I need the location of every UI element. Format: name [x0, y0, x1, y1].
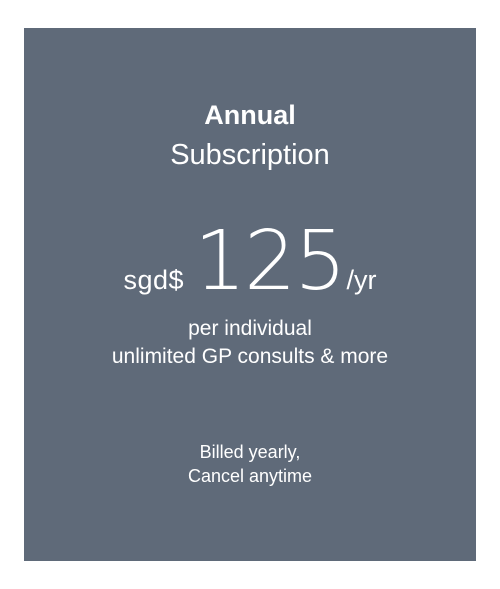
price-currency: sgd$ — [123, 265, 185, 295]
billing-terms: Billed yearly, Cancel anytime — [24, 440, 476, 488]
description-line-2: unlimited GP consults & more — [111, 345, 389, 368]
price-amount: 125 — [194, 214, 347, 309]
plan-name: Annual — [204, 100, 296, 130]
subscription-card: Annual Subscription sgd$ 125 /yr per ind… — [24, 28, 476, 561]
price-period: /yr — [346, 265, 377, 295]
price-row: sgd$ 125 /yr — [24, 220, 476, 310]
plan-description: per individual unlimited GP consults & m… — [24, 315, 476, 371]
plan-kind: Subscription — [170, 139, 330, 171]
description-line-1: per individual — [188, 317, 312, 340]
billing-line-1: Billed yearly, — [199, 442, 301, 462]
billing-line-2: Cancel anytime — [187, 466, 313, 486]
